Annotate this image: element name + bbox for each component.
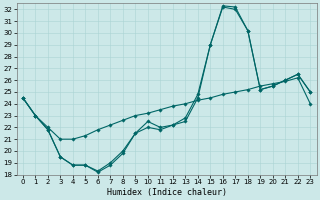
X-axis label: Humidex (Indice chaleur): Humidex (Indice chaleur) xyxy=(107,188,227,197)
